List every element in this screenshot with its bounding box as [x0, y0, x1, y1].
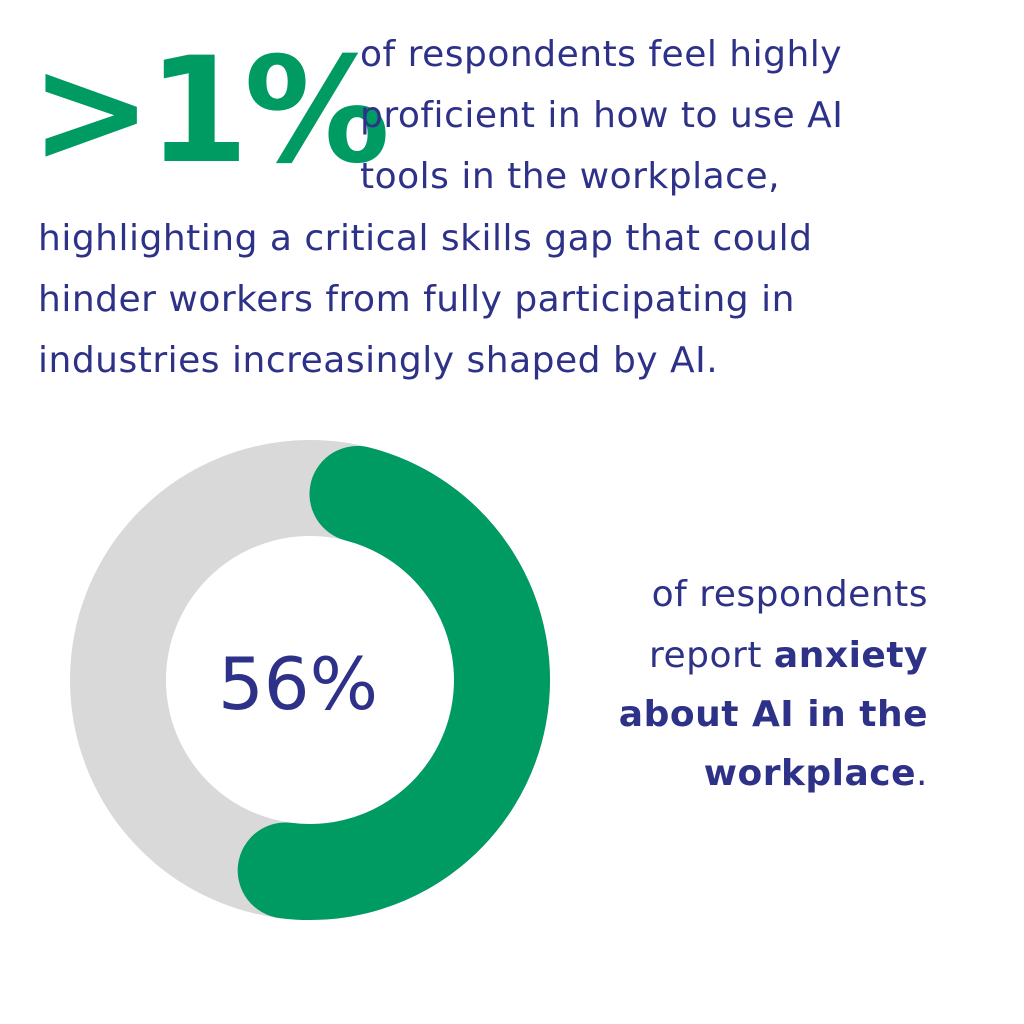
caption-line-3-bold: about AI in the	[618, 694, 928, 735]
caption-line-1: of respondents	[651, 574, 928, 615]
donut-chart: 56%	[70, 440, 550, 920]
caption-line-2-plain: report	[649, 635, 774, 676]
caption-line-4: workplace.	[704, 753, 928, 794]
headline-line-3: tools in the workplace,	[360, 156, 781, 197]
headline-stat: >1%	[30, 26, 390, 196]
caption-line-3: about AI in the	[619, 694, 928, 735]
caption-line-2: report anxiety	[649, 635, 928, 676]
donut-center-label: 56%	[218, 642, 378, 726]
body-line-3: industries increasingly shaped by AI.	[38, 340, 719, 381]
caption-line-2-bold: anxiety	[773, 635, 928, 676]
headline-line-1: of respondents feel highly	[360, 34, 843, 75]
donut-slice-value	[237, 445, 550, 920]
headline-line-2: proficient in how to use AI	[360, 95, 844, 136]
body-line-2: hinder workers from fully participating …	[38, 279, 795, 320]
caption-line-4-bold: workplace	[703, 753, 917, 794]
caption-line-4-plain: .	[916, 753, 928, 794]
body-line-1: highlighting a critical skills gap that …	[38, 218, 813, 259]
